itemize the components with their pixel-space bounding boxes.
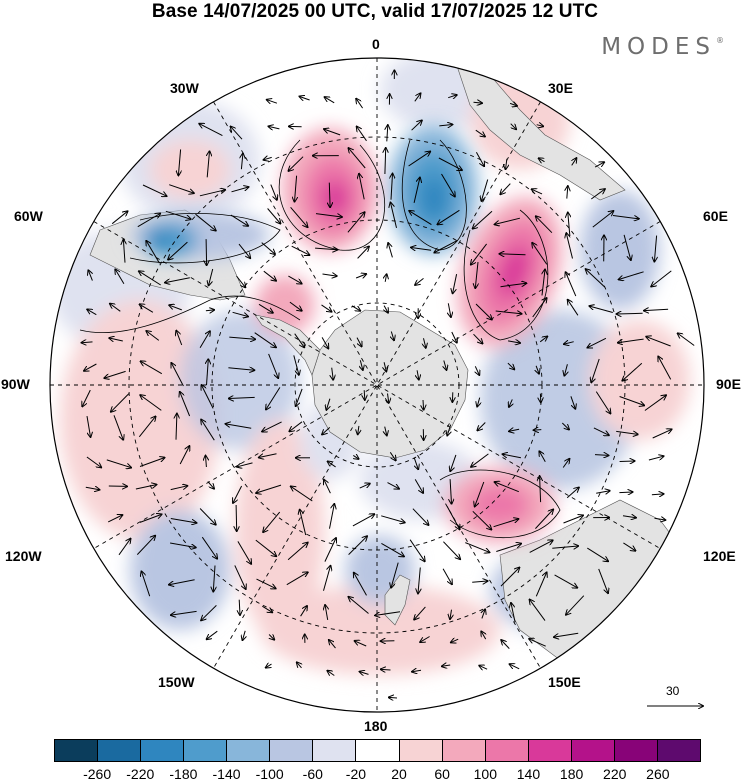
- colorbar-segment: [270, 740, 313, 761]
- wind-vector: [534, 430, 542, 431]
- colorbar-segment: [443, 740, 486, 761]
- wind-vector: [381, 669, 391, 670]
- colorbar-segment: [572, 740, 615, 761]
- map-disk: [40, 50, 720, 730]
- colorbar-segment: [529, 740, 572, 761]
- lon-label-150e: 150E: [548, 674, 581, 690]
- lon-label-0: 0: [372, 36, 380, 52]
- wind-vector: [206, 239, 207, 265]
- lon-label-150w: 150W: [158, 674, 195, 690]
- colorbar-tick-label: 20: [391, 766, 407, 782]
- colorbar-tick-label: -60: [303, 766, 323, 782]
- colorbar-segment: [486, 740, 529, 761]
- wind-vector: [620, 461, 635, 462]
- colorbar-tick-label: -220: [126, 766, 154, 782]
- colorbar-tick-label: 180: [560, 766, 583, 782]
- lon-label-180: 180: [364, 718, 387, 734]
- colorbar-segment: [141, 740, 184, 761]
- colorbar-segment: [184, 740, 227, 761]
- lon-label-120e: 120E: [703, 548, 736, 564]
- colorbar-segment: [227, 740, 270, 761]
- reference-vector-label: 30: [666, 684, 679, 698]
- wind-vector: [617, 313, 643, 314]
- wind-vector: [236, 505, 237, 531]
- lon-label-90e: 90E: [716, 376, 741, 392]
- colorbar-tick-label: -180: [169, 766, 197, 782]
- colorbar-tick-label: -20: [346, 766, 366, 782]
- wind-vector: [389, 697, 397, 698]
- colorbar-tick-label: -100: [256, 766, 284, 782]
- lon-label-60e: 60E: [703, 208, 728, 224]
- lon-label-120w: 120W: [5, 548, 42, 564]
- colorbar-segment: [356, 740, 399, 761]
- colorbar-ticks: -260 -220 -180 -140 -100 -60 -20 20 60 100 140 180 2…: [0, 766, 750, 784]
- colorbar-segment: [313, 740, 356, 761]
- colorbar-tick-label: -260: [83, 766, 111, 782]
- colorbar-segment: [658, 740, 700, 761]
- colorbar-tick-label: 100: [474, 766, 497, 782]
- polar-stereographic-map: [0, 0, 750, 735]
- lon-label-30w: 30W: [170, 80, 199, 96]
- wind-vector: [619, 492, 632, 493]
- lon-label-60w: 60W: [14, 208, 43, 224]
- colorbar-tick-label: 260: [646, 766, 669, 782]
- colorbar-segment: [98, 740, 141, 761]
- colorbar-tick-label: -140: [213, 766, 241, 782]
- lon-label-30e: 30E: [548, 80, 573, 96]
- colorbar-tick-label: 220: [603, 766, 626, 782]
- colorbar: [54, 739, 701, 762]
- colorbar-tick-label: 60: [434, 766, 450, 782]
- colorbar-segment: [400, 740, 443, 761]
- colorbar-segment: [615, 740, 658, 761]
- colorbar-tick-label: 140: [517, 766, 540, 782]
- lon-label-90w: 90W: [1, 376, 30, 392]
- colorbar-segment: [55, 740, 98, 761]
- wind-vector: [364, 390, 365, 400]
- wind-vector: [423, 400, 424, 410]
